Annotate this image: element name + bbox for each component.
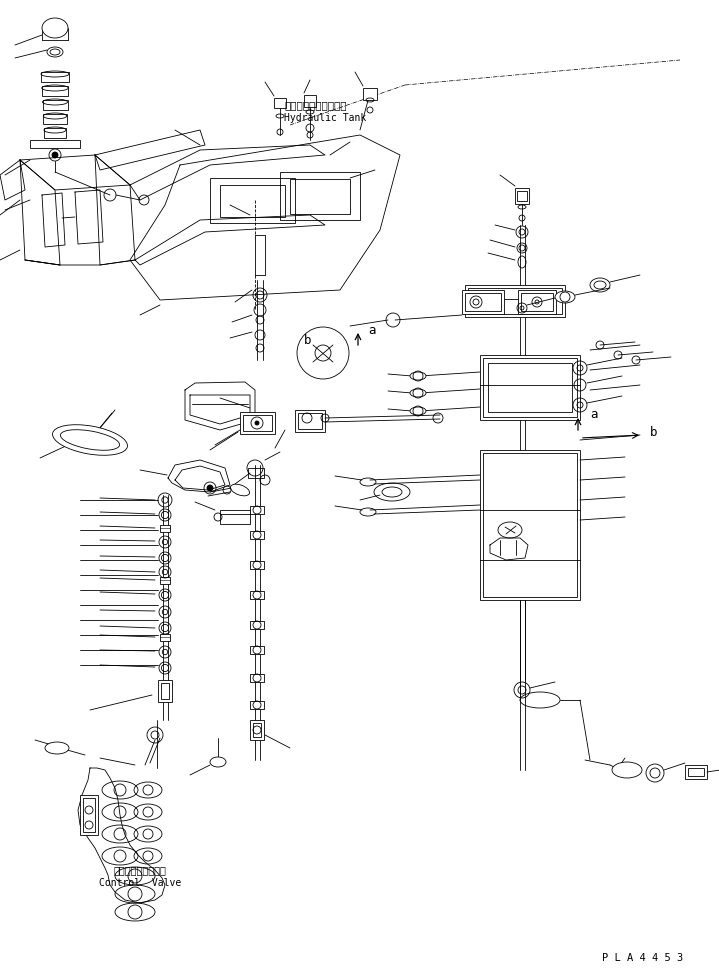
Bar: [250, 646, 264, 654]
Bar: [483, 453, 577, 597]
Bar: [44, 128, 66, 138]
Bar: [515, 188, 529, 204]
Circle shape: [207, 485, 213, 491]
Text: b: b: [650, 427, 657, 440]
Bar: [210, 178, 295, 223]
Bar: [518, 290, 556, 314]
Bar: [160, 633, 170, 641]
Bar: [274, 98, 286, 108]
Text: a: a: [590, 408, 597, 421]
Ellipse shape: [210, 757, 226, 767]
Bar: [295, 410, 325, 432]
Bar: [250, 674, 264, 682]
Bar: [250, 506, 264, 514]
Bar: [42, 86, 68, 96]
Bar: [298, 413, 322, 429]
Ellipse shape: [612, 762, 642, 778]
Bar: [158, 680, 172, 702]
Bar: [160, 576, 170, 583]
Bar: [465, 293, 501, 311]
Bar: [161, 683, 169, 699]
Bar: [240, 412, 275, 434]
Bar: [483, 358, 577, 417]
Bar: [517, 191, 527, 201]
Bar: [250, 591, 264, 599]
Bar: [83, 798, 95, 832]
Bar: [250, 531, 264, 539]
Bar: [280, 172, 360, 220]
Ellipse shape: [410, 372, 426, 380]
Ellipse shape: [410, 407, 426, 415]
Bar: [41, 72, 69, 82]
Bar: [250, 621, 264, 629]
Bar: [480, 450, 580, 600]
Bar: [243, 415, 272, 431]
Text: Hydraulic Tank: Hydraulic Tank: [284, 113, 366, 123]
Bar: [42, 100, 68, 110]
Ellipse shape: [42, 18, 68, 38]
Text: P L A 4 4 5 3: P L A 4 4 5 3: [602, 953, 683, 963]
Circle shape: [255, 421, 259, 425]
Ellipse shape: [410, 389, 426, 397]
Text: b: b: [304, 333, 312, 347]
Bar: [220, 510, 250, 524]
Bar: [521, 293, 553, 311]
Bar: [248, 468, 264, 478]
Bar: [80, 795, 98, 835]
Text: コントロールバルブ: コントロールバルブ: [114, 865, 166, 875]
Bar: [30, 140, 80, 148]
Ellipse shape: [47, 47, 63, 57]
Bar: [253, 723, 261, 737]
Bar: [250, 561, 264, 569]
Bar: [250, 701, 264, 709]
Bar: [462, 290, 504, 314]
Bar: [488, 363, 572, 412]
Bar: [250, 720, 264, 740]
Bar: [363, 88, 377, 100]
Bar: [688, 768, 704, 776]
Ellipse shape: [231, 485, 249, 495]
Bar: [304, 95, 316, 107]
Text: a: a: [368, 323, 375, 336]
Bar: [43, 114, 67, 124]
Bar: [468, 288, 562, 314]
Bar: [290, 179, 350, 214]
Bar: [480, 355, 580, 420]
Ellipse shape: [555, 291, 575, 303]
Text: ハイドロリックタンク: ハイドロリックタンク: [284, 100, 347, 110]
Ellipse shape: [45, 742, 69, 754]
Ellipse shape: [52, 425, 127, 455]
Bar: [160, 525, 170, 531]
Bar: [465, 285, 565, 317]
Bar: [685, 765, 707, 779]
Circle shape: [52, 152, 58, 158]
Bar: [220, 185, 285, 217]
Text: Control  Valve: Control Valve: [99, 878, 181, 888]
